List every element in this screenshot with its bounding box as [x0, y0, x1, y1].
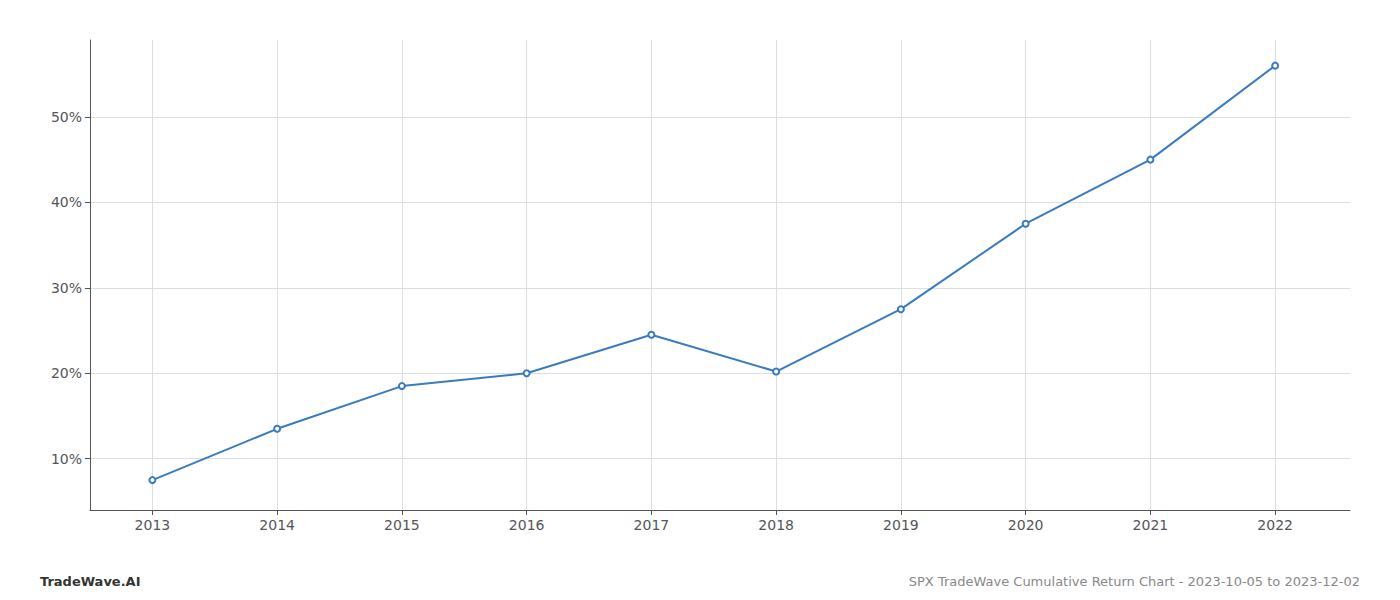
svg-text:2018: 2018: [758, 517, 794, 533]
svg-text:30%: 30%: [51, 280, 82, 296]
svg-text:2015: 2015: [384, 517, 420, 533]
svg-text:50%: 50%: [51, 109, 82, 125]
svg-text:20%: 20%: [51, 365, 82, 381]
svg-text:2021: 2021: [1133, 517, 1169, 533]
svg-text:TradeWave.AI: TradeWave.AI: [40, 574, 141, 589]
svg-text:2019: 2019: [883, 517, 919, 533]
svg-text:SPX TradeWave Cumulative Retur: SPX TradeWave Cumulative Return Chart - …: [909, 574, 1360, 589]
svg-text:2013: 2013: [135, 517, 171, 533]
svg-text:40%: 40%: [51, 194, 82, 210]
svg-text:2014: 2014: [259, 517, 295, 533]
svg-text:2016: 2016: [509, 517, 545, 533]
svg-text:2017: 2017: [634, 517, 670, 533]
svg-text:10%: 10%: [51, 451, 82, 467]
svg-text:2020: 2020: [1008, 517, 1044, 533]
svg-text:2022: 2022: [1257, 517, 1293, 533]
